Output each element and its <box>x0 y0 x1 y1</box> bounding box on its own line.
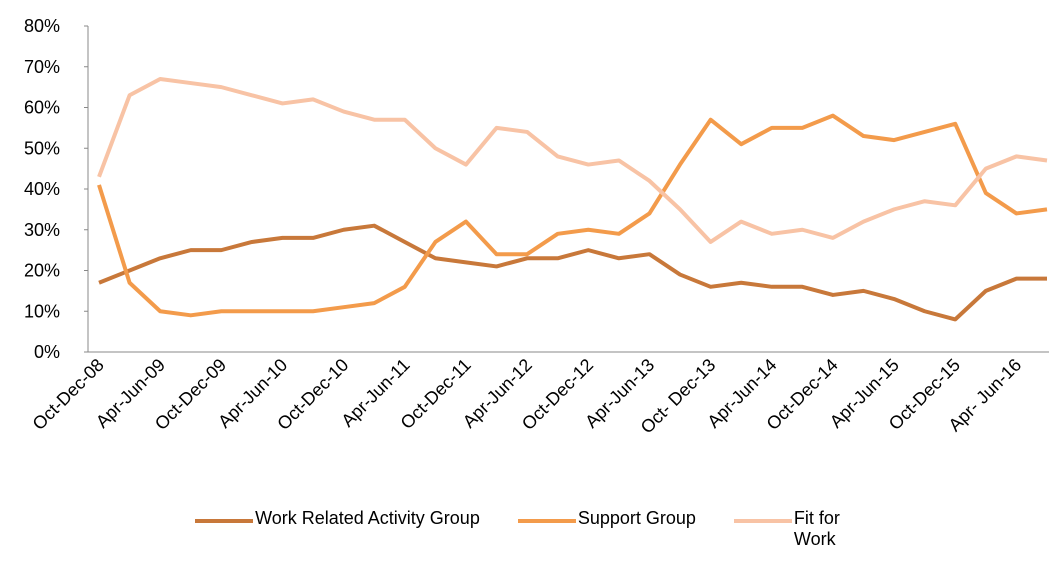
y-tick-label: 50% <box>24 138 60 158</box>
legend-label: Work Related Activity Group <box>255 508 480 528</box>
legend: Work Related Activity Group Support Group… <box>0 508 1049 550</box>
y-tick-label: 40% <box>24 179 60 199</box>
legend-item: Fit for Work <box>733 508 854 550</box>
legend-swatch <box>195 519 254 523</box>
legend-item: Work Related Activity Group <box>195 508 480 550</box>
legend-label: Fit for Work <box>793 508 840 549</box>
series-line <box>98 223 1047 322</box>
y-tick-label: 10% <box>24 301 60 321</box>
chart: 0%10%20%30%40%50%60%70%80%Oct-Dec-08Apr-… <box>24 16 1049 437</box>
series-line <box>97 113 1048 318</box>
y-tick-label: 80% <box>24 16 60 36</box>
y-tick-label: 70% <box>24 57 60 77</box>
legend-item: Support Group <box>517 508 696 550</box>
y-tick-label: 60% <box>24 98 60 118</box>
legend-label: Support Group <box>577 508 696 528</box>
y-tick-label: 20% <box>24 261 60 281</box>
legend-swatch <box>517 519 576 523</box>
series-line <box>97 76 1048 244</box>
legend-swatch <box>733 519 792 523</box>
y-tick-label: 0% <box>34 342 60 362</box>
y-tick-label: 30% <box>24 220 60 240</box>
